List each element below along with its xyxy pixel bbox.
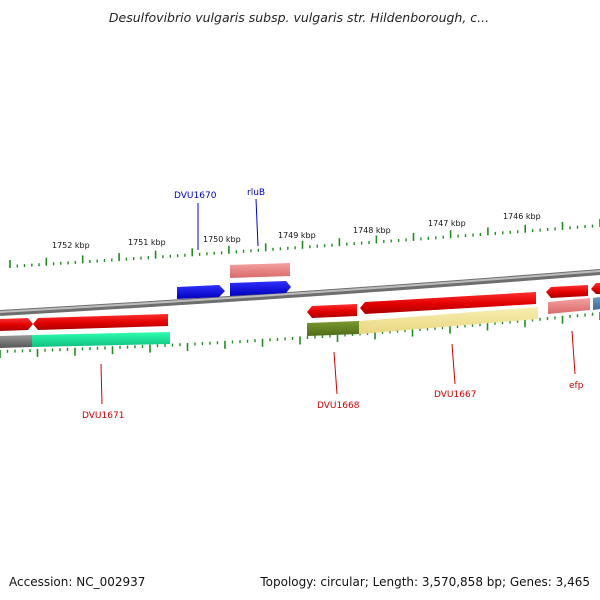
outer-tick-ring <box>9 219 600 268</box>
scale-label-1746: 1746 kbp <box>503 212 541 221</box>
scale-label-1748: 1748 kbp <box>353 226 391 235</box>
gene-dvu1667[interactable] <box>359 307 538 334</box>
gene-dvu1667-cds[interactable] <box>360 292 536 314</box>
scale-labels: 1752 kbp 1751 kbp 1750 kbp 1749 kbp 1748… <box>52 212 541 250</box>
gene-right-edge-cds[interactable] <box>591 283 600 294</box>
label-dvu1668[interactable]: DVU1668 <box>317 401 360 411</box>
gene-dvu1671[interactable] <box>32 332 170 347</box>
label-leader-lines <box>100 198 576 405</box>
leader-dvu1668 <box>333 351 338 395</box>
genome-summary-text: Topology: circular; Length: 3,570,858 bp… <box>259 575 590 589</box>
label-rlub[interactable]: rluB <box>247 188 265 198</box>
gene-dvu1671-cds[interactable] <box>33 314 168 330</box>
gene-left-edge-cds[interactable] <box>0 318 33 331</box>
scale-label-1750: 1750 kbp <box>203 235 241 244</box>
gene-rlub[interactable] <box>230 281 291 296</box>
gene-dvu1670[interactable] <box>177 285 225 299</box>
reverse-strand-genes <box>0 283 600 348</box>
leader-efp <box>571 330 576 375</box>
label-dvu1670[interactable]: DVU1670 <box>174 191 217 201</box>
gene-left-edge-feature[interactable] <box>0 335 32 348</box>
gene-right-edge-feature[interactable] <box>593 297 600 310</box>
scale-label-1751: 1751 kbp <box>128 238 166 247</box>
label-dvu1667[interactable]: DVU1667 <box>434 390 476 400</box>
leader-dvu1667 <box>451 343 456 385</box>
scale-label-1752: 1752 kbp <box>52 241 90 250</box>
gene-dvu1668[interactable] <box>307 321 359 336</box>
gene-dvu1668-cds[interactable] <box>307 304 357 318</box>
label-efp[interactable]: efp <box>569 381 584 391</box>
label-dvu1671[interactable]: DVU1671 <box>82 411 124 421</box>
genome-backbone-highlight <box>0 270 600 313</box>
accession-text: Accession: NC_002937 <box>9 575 145 589</box>
gene-efp[interactable] <box>548 298 590 314</box>
scale-label-1749: 1749 kbp <box>278 231 316 240</box>
leader-rlub <box>255 198 259 247</box>
scale-label-1747: 1747 kbp <box>428 219 466 228</box>
gene-labels: DVU1670 rluB DVU1671 DVU1668 DVU1667 efp <box>82 188 584 421</box>
gene-efp-cds[interactable] <box>546 285 588 298</box>
forward-strand-genes <box>177 263 291 299</box>
gene-rlub-feature[interactable] <box>230 263 290 278</box>
leader-dvu1671 <box>100 363 103 405</box>
map-title: Desulfovibrio vulgaris subsp. vulgaris s… <box>109 10 489 25</box>
